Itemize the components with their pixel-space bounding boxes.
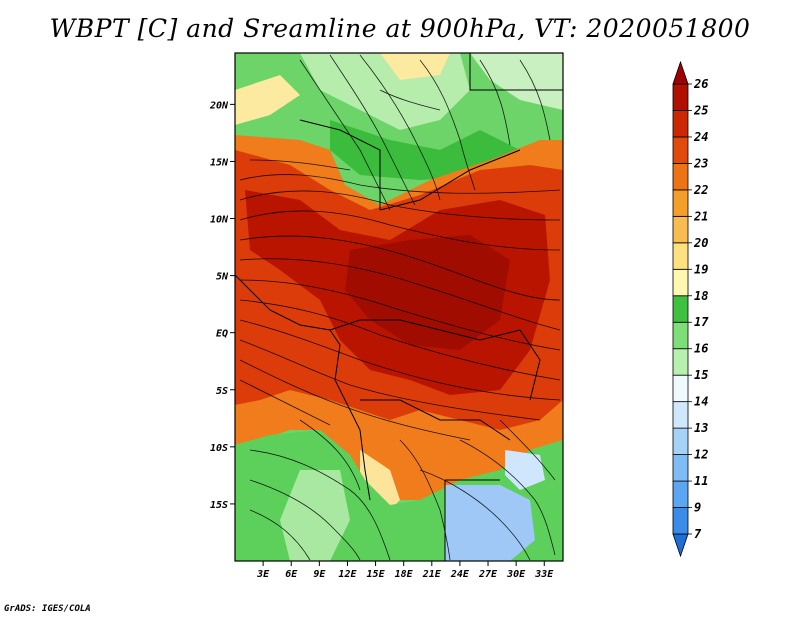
colorbar-segment [672, 215, 689, 244]
field-south-lightgreen [280, 470, 350, 561]
lon-tick-label: 3E [256, 569, 270, 580]
colorbar-segment [672, 480, 689, 508]
colorbar-segment [672, 374, 689, 403]
colorbar-max-arrow [672, 60, 689, 85]
colorbar-segment [672, 163, 689, 191]
country-borders [235, 53, 563, 561]
wbpt-field [235, 53, 563, 561]
field-north-yellow2 [380, 53, 450, 80]
latitude-axis: 20N 15N 10N 5N EQ 5S 10S 15S [209, 100, 235, 511]
colorbar-segment [672, 348, 689, 376]
longitude-axis: 3E 6E 9E 12E 15E 18E 21E 24E 27E 30E 33E [256, 561, 554, 580]
colorbar-min-arrow [672, 533, 689, 558]
colorbar: 7 9 11 12 13 14 15 16 17 18 19 20 21 22 23 24 25 26 [672, 60, 709, 558]
field-north-yellow [235, 75, 300, 125]
lon-tick-label: 30E [506, 569, 526, 580]
lon-tick-label: 18E [395, 569, 414, 580]
colorbar-label: 9 [694, 501, 701, 515]
lon-tick-label: 9E [313, 569, 326, 580]
colorbar-segment [672, 321, 689, 350]
colorbar-label: 21 [693, 209, 708, 223]
field-darkred-inner [345, 235, 510, 350]
lon-tick-label: 15E [367, 569, 386, 580]
lat-tick-label: EQ [216, 329, 228, 340]
lat-tick-label: 10N [210, 215, 229, 226]
colorbar-label: 22 [693, 183, 708, 197]
lat-tick-label: 15S [210, 500, 228, 511]
lon-tick-label: 12E [338, 569, 357, 580]
colorbar-label: 25 [693, 103, 708, 117]
colorbar-segment [672, 268, 689, 297]
colorbar-segment [672, 189, 689, 217]
colorbar-segment [672, 110, 689, 138]
colorbar-segment [672, 427, 689, 455]
colorbar-label: 15 [694, 368, 708, 382]
colorbar-segment [672, 83, 689, 111]
lon-tick-label: 6E [285, 569, 298, 580]
colorbar-label: 23 [693, 156, 708, 170]
colorbar-label: 20 [693, 236, 708, 250]
colorbar-segment [672, 507, 689, 535]
colorbar-label: 17 [694, 315, 709, 329]
colorbar-label: 11 [694, 474, 708, 488]
lon-tick-label: 21E [422, 569, 442, 580]
chart-title: WBPT [C] and Sreamline at 900hPa, VT: 20… [49, 14, 751, 43]
colorbar-label: 12 [694, 448, 708, 462]
colorbar-label: 18 [694, 289, 708, 303]
colorbar-label: 24 [693, 130, 708, 144]
lat-tick-label: 15N [210, 157, 229, 168]
colorbar-label: 7 [694, 527, 702, 541]
lat-tick-label: 5N [216, 272, 229, 283]
credit-text: GrADS: IGES/COLA [4, 604, 91, 614]
lon-tick-label: 33E [534, 569, 554, 580]
colorbar-label: 26 [693, 77, 708, 91]
field-north-darkgreen [330, 120, 520, 180]
field-south-lightblue [505, 450, 545, 490]
colorbar-segment [672, 242, 689, 270]
lat-tick-label: 10S [210, 443, 228, 454]
colorbar-label: 14 [694, 395, 708, 409]
colorbar-segment [672, 295, 689, 323]
colorbar-label: 13 [694, 421, 708, 435]
lon-tick-label: 27E [478, 569, 498, 580]
colorbar-segment [672, 136, 689, 164]
field-south-blue [445, 485, 535, 561]
lat-tick-label: 5S [216, 386, 228, 397]
colorbar-segment [672, 401, 689, 429]
colorbar-label: 16 [694, 342, 708, 356]
lat-tick-label: 20N [209, 100, 229, 111]
plot-frame [234, 52, 564, 562]
lon-tick-label: 24E [450, 569, 470, 580]
field-northeast-light [470, 53, 563, 110]
colorbar-label: 19 [694, 262, 708, 276]
colorbar-segment [672, 454, 689, 482]
